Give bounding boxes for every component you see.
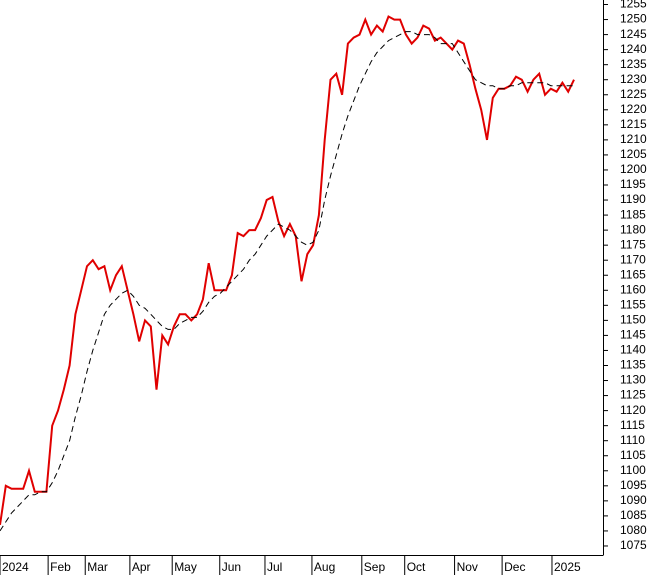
y-tick-label: 1130	[620, 373, 646, 387]
y-tick-label: 1190	[620, 192, 646, 206]
price-line	[0, 15, 575, 526]
x-tick-label: Dec	[504, 560, 525, 574]
y-tick-label: 1140	[620, 343, 646, 357]
x-tick-label: Sep	[364, 560, 386, 574]
x-tick-label: 2024	[2, 560, 29, 574]
y-tick-label: 1250	[620, 12, 647, 26]
y-tick-label: 1180	[620, 222, 646, 236]
x-tick-label: Apr	[132, 560, 151, 574]
y-tick-label: 1115	[620, 418, 645, 432]
y-tick-label: 1160	[620, 282, 646, 296]
x-tick-label: 2025	[554, 560, 581, 574]
y-tick-label: 1095	[620, 478, 647, 492]
y-tick-label: 1215	[620, 117, 647, 131]
y-tick-label: 1225	[620, 87, 647, 101]
y-tick-label: 1170	[620, 252, 646, 266]
y-tick-label: 1165	[620, 267, 646, 281]
y-tick-label: 1125	[620, 388, 646, 402]
y-tick-label: 1185	[620, 207, 646, 221]
y-tick-label: 1195	[620, 177, 646, 191]
y-tick-label: 1245	[620, 27, 647, 41]
y-tick-label: 1085	[620, 508, 647, 522]
y-tick-label: 1100	[620, 463, 646, 477]
y-tick-label: 1110	[620, 433, 645, 447]
x-tick-label: Mar	[87, 560, 108, 574]
y-tick-label: 1220	[620, 102, 647, 116]
y-tick-label: 1145	[620, 328, 646, 342]
y-tick-label: 1155	[620, 297, 646, 311]
y-tick-label: 1075	[620, 538, 647, 552]
x-tick-label: Jun	[222, 560, 241, 574]
y-tick-label: 1090	[620, 493, 647, 507]
y-tick-label: 1235	[620, 57, 647, 71]
x-tick-label: Oct	[407, 560, 426, 574]
x-tick-label: Aug	[314, 560, 335, 574]
y-tick-label: 1240	[620, 42, 647, 56]
y-tick-label: 1210	[620, 132, 647, 146]
y-tick-label: 1105	[620, 448, 646, 462]
y-tick-label: 1135	[620, 358, 646, 372]
y-tick-label: 1205	[620, 147, 647, 161]
x-tick-label: Feb	[50, 560, 71, 574]
y-tick-label: 1230	[620, 72, 647, 86]
y-tick-label: 1080	[620, 523, 647, 537]
x-tick-label: May	[174, 560, 197, 574]
y-tick-label: 1150	[620, 313, 646, 327]
y-tick-label: 1200	[620, 162, 647, 176]
x-tick-label: Jul	[267, 560, 282, 574]
y-tick-label: 1175	[620, 237, 646, 251]
x-tick-label: Nov	[457, 560, 478, 574]
y-tick-label: 1120	[620, 403, 646, 417]
price-line	[0, 31, 574, 532]
y-tick-label: 1255	[620, 0, 647, 11]
